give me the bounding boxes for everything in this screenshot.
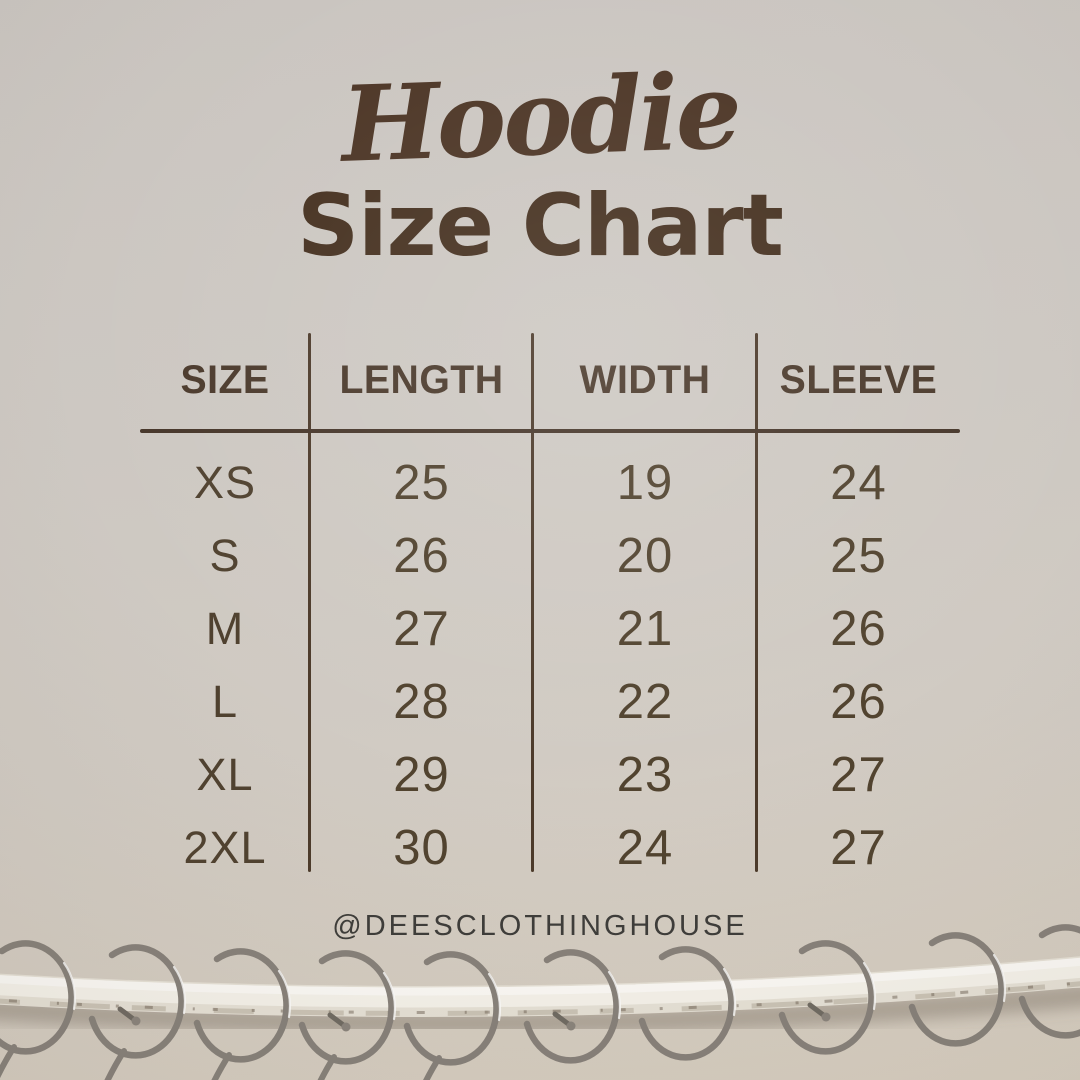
table-cell-sleeve: 25 <box>830 528 887 583</box>
table-cell-size: XL <box>196 748 254 800</box>
curtain-hook <box>1018 924 1080 1039</box>
curtain-hooks <box>0 924 1080 1080</box>
column-header-size: SIZE <box>180 357 270 402</box>
table-cell-length: 27 <box>393 601 450 656</box>
curtain-hook <box>638 946 737 1061</box>
table-cell-size: M <box>205 602 245 654</box>
curtain-hook <box>908 932 1007 1047</box>
table-cell-sleeve: 24 <box>830 455 887 510</box>
column-header-sleeve: SLEEVE <box>779 357 938 402</box>
table-cell-sleeve: 26 <box>830 674 887 729</box>
table-cell-sleeve: 26 <box>830 601 887 656</box>
table-cell-length: 28 <box>393 674 450 729</box>
table-cell-size: L <box>211 675 239 727</box>
curtain-hook <box>193 948 292 1080</box>
table-divider-vertical <box>531 333 534 872</box>
rail-shadow <box>0 983 1080 1036</box>
table-cell-size: S <box>209 529 241 581</box>
column-header-width: WIDTH <box>579 357 711 402</box>
hoodie-script-title: Hoodie <box>339 49 741 186</box>
clothing-rail <box>0 956 1080 1017</box>
table-cell-length: 25 <box>393 455 450 510</box>
table-divider-vertical <box>755 333 758 872</box>
curtain-hook <box>403 951 502 1080</box>
table-cell-size: XS <box>193 456 257 508</box>
table-cell-width: 23 <box>616 747 674 802</box>
curtain-hook <box>0 940 77 1079</box>
size-chart-title: Size Chart <box>297 176 784 276</box>
table-cell-width: 20 <box>616 528 674 583</box>
column-header-length: LENGTH <box>339 357 504 402</box>
curtain-hook <box>523 949 622 1064</box>
table-cell-size: 2XL <box>183 821 267 873</box>
table-cell-length: 30 <box>393 820 450 875</box>
table-cell-width: 19 <box>616 455 674 510</box>
table-divider-horizontal <box>140 429 960 433</box>
table-body: XS 25 19 24 S 26 20 25 M 27 21 26 L 28 2… <box>140 433 960 884</box>
table-cell-length: 29 <box>393 747 450 802</box>
curtain-hook <box>88 944 187 1080</box>
table-cell-width: 22 <box>616 674 674 729</box>
curtain-hook <box>778 940 877 1055</box>
table-cell-length: 26 <box>393 528 450 583</box>
table-header-row: SIZE LENGTH WIDTH SLEEVE <box>140 333 960 427</box>
table-cell-width: 21 <box>616 601 674 656</box>
table-cell-sleeve: 27 <box>830 820 887 875</box>
size-chart-table: SIZE LENGTH WIDTH SLEEVE XS 25 19 24 S 2… <box>140 333 960 875</box>
table-divider-vertical <box>308 333 311 872</box>
table-cell-sleeve: 27 <box>830 747 887 802</box>
table-cell-width: 24 <box>616 820 674 875</box>
curtain-hook <box>298 950 397 1080</box>
instagram-handle: @DEESCLOTHINGHOUSE <box>332 910 748 942</box>
